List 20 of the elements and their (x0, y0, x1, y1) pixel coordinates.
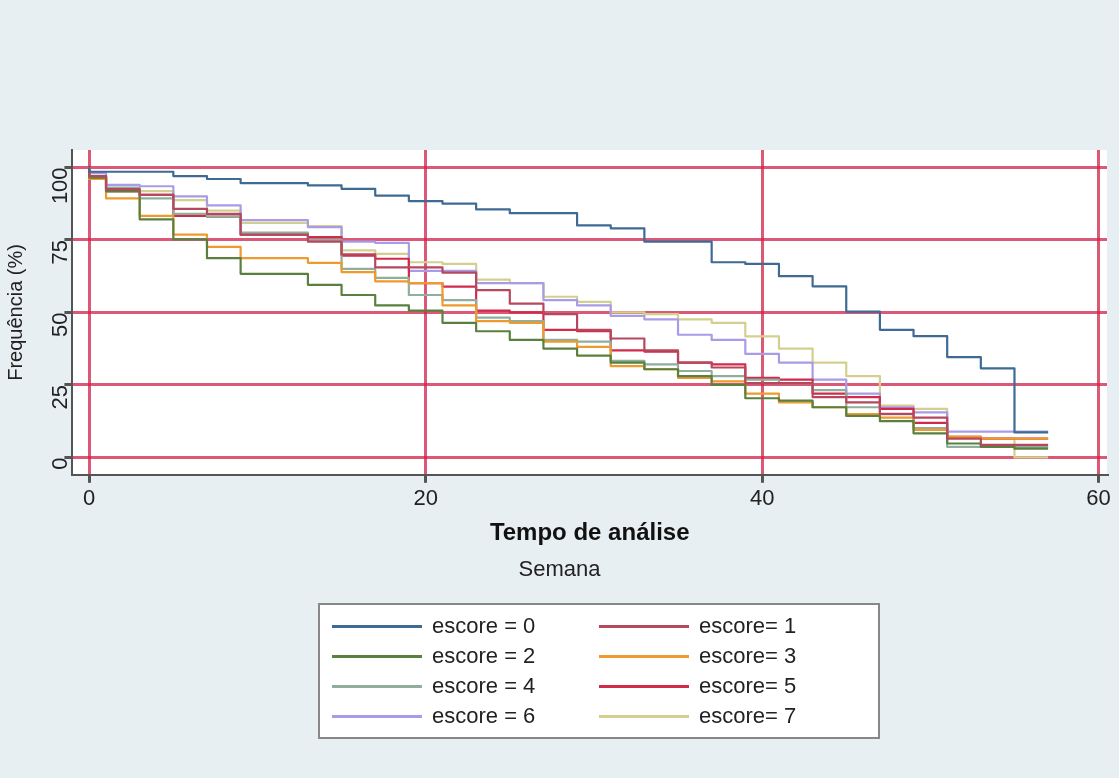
legend-label: escore = 6 (432, 703, 536, 729)
legend-label: escore= 7 (699, 703, 797, 729)
text: Semana (517, 556, 602, 582)
x-tick-label: 40 (749, 485, 775, 511)
legend-label: escore = 0 (432, 613, 536, 639)
legend-label: escore= 3 (699, 643, 797, 669)
x-tick-label: 60 (1086, 485, 1111, 511)
y-tick-label: 0 (47, 457, 73, 470)
legend-label: escore= 5 (699, 673, 797, 699)
legend-label: escore = 2 (432, 643, 536, 669)
y-tick-label: 50 (47, 312, 73, 337)
y-tick-label: 100 (47, 167, 73, 205)
y-tick-label: 25 (47, 384, 73, 410)
x-axis-title: Tempo de análise (489, 518, 690, 546)
legend-label: escore= 1 (699, 613, 797, 639)
legend-label: escore = 4 (432, 673, 536, 699)
x-tick-label: 0 (83, 485, 96, 511)
x-tick-label: 20 (413, 485, 438, 511)
y-axis-title: Frequência (%) (3, 244, 26, 381)
y-tick-label: 75 (47, 239, 73, 265)
